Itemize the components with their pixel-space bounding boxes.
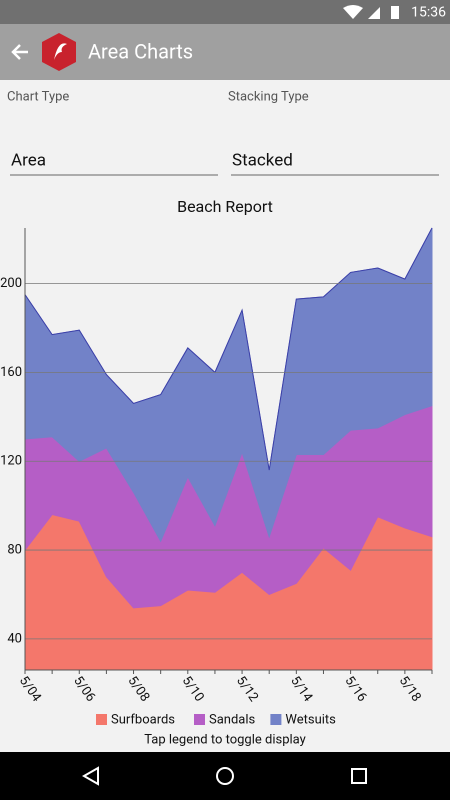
dropdown-value[interactable]: Area: [11, 150, 46, 170]
field-label: Stacking Type: [228, 89, 309, 104]
legend-label[interactable]: Surfboards: [111, 712, 175, 727]
legend-label[interactable]: Wetsuits: [285, 712, 336, 727]
wifi-icon: [343, 5, 363, 19]
area-edge: [24, 227, 433, 471]
nav-home[interactable]: [216, 767, 234, 785]
signal-icon: [368, 7, 380, 19]
y-tick-label: 120: [0, 454, 22, 469]
legend-swatch[interactable]: [194, 714, 205, 725]
y-tick-label: 200: [0, 276, 22, 291]
battery-icon: [391, 6, 399, 19]
field-label: Chart Type: [7, 89, 69, 104]
nav-bar: [0, 752, 450, 800]
status-time: 15:36: [411, 5, 446, 21]
legend-swatch[interactable]: [96, 714, 107, 725]
y-tick-label: 40: [7, 631, 22, 646]
dropdown-value[interactable]: Stacked: [232, 150, 293, 170]
chart-note: Tap legend to toggle display: [144, 732, 306, 747]
status-bar: [0, 0, 450, 24]
y-tick-label: 160: [0, 365, 22, 380]
y-tick-label: 80: [7, 542, 22, 557]
nav-back[interactable]: [81, 766, 99, 786]
app-title: Area Charts: [88, 39, 193, 63]
chart-title: Beach Report: [177, 197, 273, 216]
legend-swatch[interactable]: [270, 714, 282, 725]
legend-label[interactable]: Sandals: [209, 712, 256, 727]
nav-recents[interactable]: [351, 768, 367, 784]
app-logo-mark: [54, 43, 67, 60]
back-button[interactable]: [11, 44, 28, 60]
